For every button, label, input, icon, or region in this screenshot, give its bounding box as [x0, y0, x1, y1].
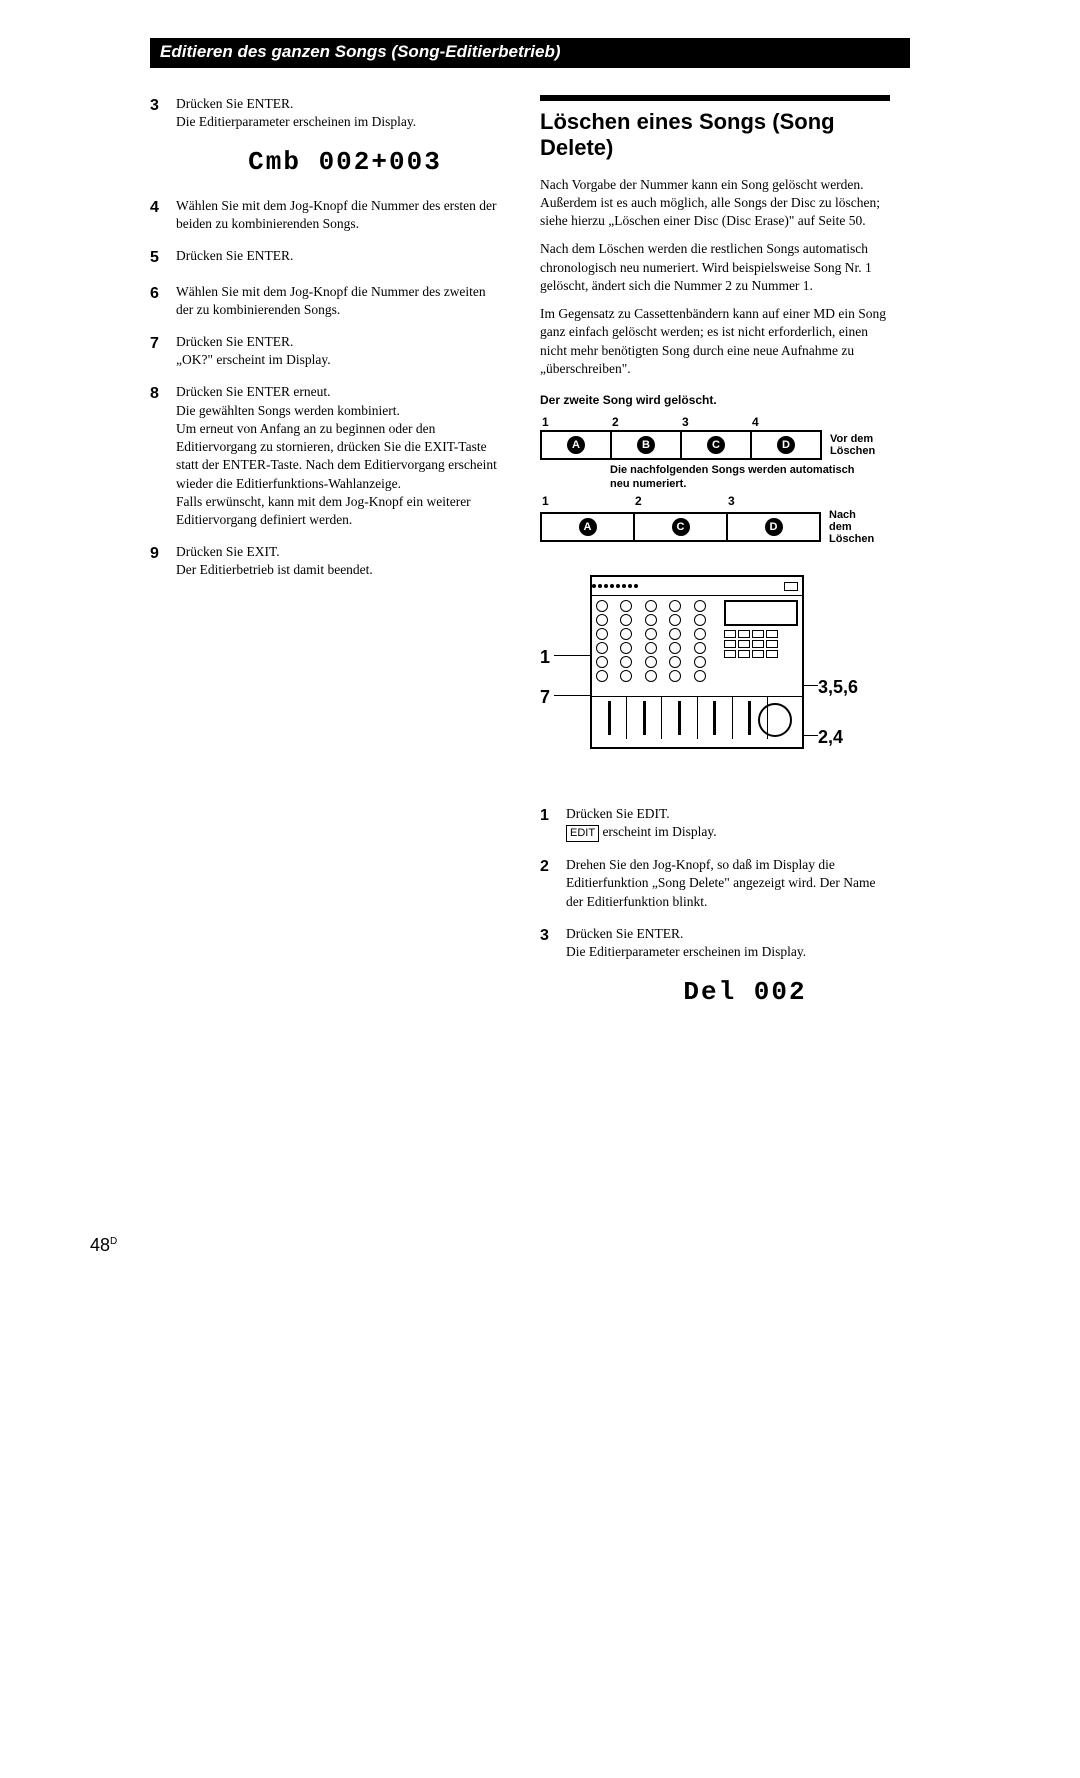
step: 4 Wählen Sie mit dem Jog-Knopf die Numme… [150, 197, 500, 233]
song-cell: D [777, 436, 795, 454]
scale-num: 2 [612, 414, 682, 430]
step-number: 8 [150, 383, 176, 529]
song-cell: A [567, 436, 585, 454]
step-text: Drücken Sie EDIT. EDIT erscheint im Disp… [566, 805, 890, 842]
step-number: 6 [150, 283, 176, 319]
step: 3 Drücken Sie ENTER. Die Editierparamete… [540, 925, 890, 961]
step-text: Drücken Sie ENTER. Die Editierparameter … [566, 925, 890, 961]
step: 1 Drücken Sie EDIT. EDIT erscheint im Di… [540, 805, 890, 842]
scale-num: 1 [542, 414, 612, 430]
song-row-before: A B C D Vor dem Löschen [540, 430, 870, 460]
page-number: 48D [90, 1235, 117, 1256]
step: 6 Wählen Sie mit dem Jog-Knopf die Numme… [150, 283, 500, 319]
song-cell: C [672, 518, 690, 536]
scale-num: 3 [728, 493, 821, 509]
edit-badge: EDIT [566, 825, 599, 842]
song-cell: D [765, 518, 783, 536]
device-illustration: 1 7 3,5,6 2,4 [540, 575, 890, 785]
song-row-after: A C D Nach dem Löschen [540, 509, 870, 545]
rule [540, 95, 890, 101]
step-number: 7 [150, 333, 176, 369]
row-label: Nach dem Löschen [829, 509, 874, 545]
paragraph: Nach Vorgabe der Nummer kann ein Song ge… [540, 176, 890, 231]
device-outline [590, 575, 804, 749]
scale-num: 4 [752, 414, 822, 430]
callout-number: 1 [540, 645, 550, 669]
song-cell: C [707, 436, 725, 454]
callout-number: 2,4 [818, 725, 843, 749]
step-number: 1 [540, 805, 566, 842]
song-cell: B [637, 436, 655, 454]
lcd-display: Cmb 002+003 [190, 145, 500, 180]
step: 5 Drücken Sie ENTER. [150, 247, 500, 269]
step-text: Drehen Sie den Jog-Knopf, so daß im Disp… [566, 856, 890, 911]
callout-line [554, 695, 594, 696]
delete-diagram: 1 2 3 4 A B C D Vor dem Löschen Die nach… [540, 414, 870, 545]
step-text: Wählen Sie mit dem Jog-Knopf die Nummer … [176, 197, 500, 233]
row-label: Vor dem Löschen [830, 433, 875, 457]
step-number: 3 [540, 925, 566, 961]
step-text: Drücken Sie ENTER. Die Editierparameter … [176, 95, 500, 131]
step-number: 2 [540, 856, 566, 911]
section-header: Editieren des ganzen Songs (Song-Editier… [150, 38, 910, 68]
step-number: 9 [150, 543, 176, 579]
callout-number: 7 [540, 685, 550, 709]
diagram-heading: Der zweite Song wird gelöscht. [540, 392, 890, 408]
scale-num: 2 [635, 493, 728, 509]
step-text: Drücken Sie ENTER erneut. Die gewählten … [176, 383, 500, 529]
step: 9 Drücken Sie EXIT. Der Editierbetrieb i… [150, 543, 500, 579]
step-text: Drücken Sie ENTER. „OK?" erscheint im Di… [176, 333, 500, 369]
jog-knob-icon [758, 703, 792, 737]
left-column: 3 Drücken Sie ENTER. Die Editierparamete… [150, 95, 500, 1026]
right-column: Löschen eines Songs (Song Delete) Nach V… [540, 95, 890, 1026]
callout-number: 3,5,6 [818, 675, 858, 699]
step: 2 Drehen Sie den Jog-Knopf, so daß im Di… [540, 856, 890, 911]
step-number: 5 [150, 247, 176, 269]
paragraph: Nach dem Löschen werden die restlichen S… [540, 240, 890, 295]
step: 3 Drücken Sie ENTER. Die Editierparamete… [150, 95, 500, 131]
step-number: 3 [150, 95, 176, 131]
step-number: 4 [150, 197, 176, 233]
lcd-display: Del 002 [600, 975, 890, 1010]
section-title: Löschen eines Songs (Song Delete) [540, 109, 890, 162]
scale-row: 1 2 3 4 [542, 414, 870, 430]
callout-line [554, 655, 594, 656]
step-text: Drücken Sie EXIT. Der Editierbetrieb ist… [176, 543, 500, 579]
step-text: Drücken Sie ENTER. [176, 247, 500, 269]
scale-num: 3 [682, 414, 752, 430]
page: Editieren des ganzen Songs (Song-Editier… [0, 0, 1080, 1778]
step: 8 Drücken Sie ENTER erneut. Die gewählte… [150, 383, 500, 529]
diagram-note: Die nachfolgenden Songs werden automatis… [610, 464, 870, 490]
paragraph: Im Gegensatz zu Cassettenbändern kann au… [540, 305, 890, 378]
step: 7 Drücken Sie ENTER. „OK?" erscheint im … [150, 333, 500, 369]
columns: 3 Drücken Sie ENTER. Die Editierparamete… [150, 95, 890, 1026]
step-text: Wählen Sie mit dem Jog-Knopf die Nummer … [176, 283, 500, 319]
scale-num: 1 [542, 493, 635, 509]
scale-row: 1 2 3 [542, 493, 870, 509]
song-cell: A [579, 518, 597, 536]
